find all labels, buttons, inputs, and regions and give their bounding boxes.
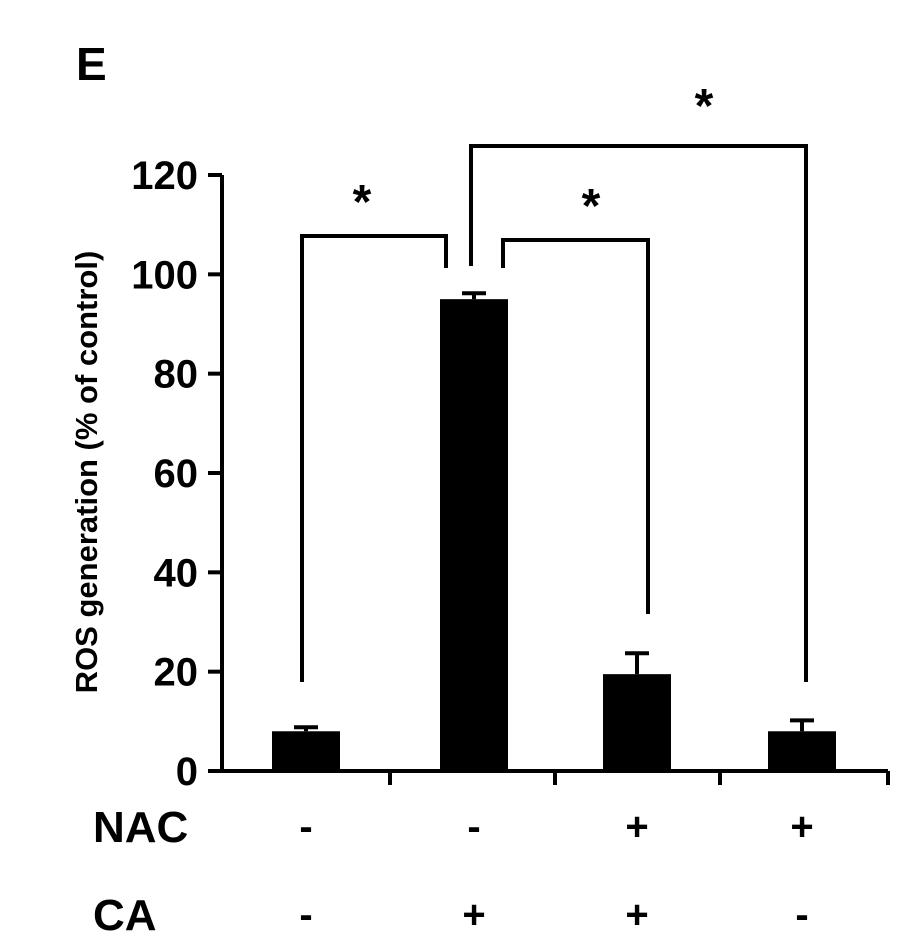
treatment-value: - [795, 893, 808, 937]
panel-label: E [76, 38, 107, 90]
treatment-value: - [299, 893, 312, 937]
y-tick-label: 0 [176, 750, 198, 794]
significance-star: * [695, 80, 714, 133]
significance-bracket [501, 238, 650, 614]
bar [440, 299, 508, 771]
treatment-value: + [790, 805, 813, 849]
bar [768, 731, 836, 771]
bars [272, 291, 836, 771]
treatment-value: + [625, 805, 648, 849]
treatment-value: - [467, 805, 480, 849]
treatment-value: + [462, 893, 485, 937]
significance-bracket [300, 234, 448, 682]
treatment-table: NAC - - + + CA - + + - [93, 803, 814, 940]
y-tick-label: 60 [154, 452, 199, 496]
significance-brackets: * * * [300, 80, 808, 682]
treatment-value: - [299, 805, 312, 849]
y-axis-label: ROS generation (% of control) [69, 251, 104, 694]
y-tick-label: 100 [131, 253, 198, 297]
y-tick-label: 120 [131, 154, 198, 198]
treatment-value: + [625, 893, 648, 937]
treatment-label: CA [93, 891, 157, 940]
bar [603, 674, 671, 771]
significance-bracket [469, 144, 808, 682]
y-tick-label: 40 [154, 551, 199, 595]
significance-star: * [353, 176, 372, 229]
axes: 0 20 40 60 80 100 120 [131, 154, 890, 794]
bar [272, 731, 340, 771]
y-tick-label: 20 [154, 651, 199, 695]
y-tick-label: 80 [154, 353, 199, 397]
treatment-label: NAC [93, 803, 188, 852]
significance-star: * [582, 180, 601, 233]
